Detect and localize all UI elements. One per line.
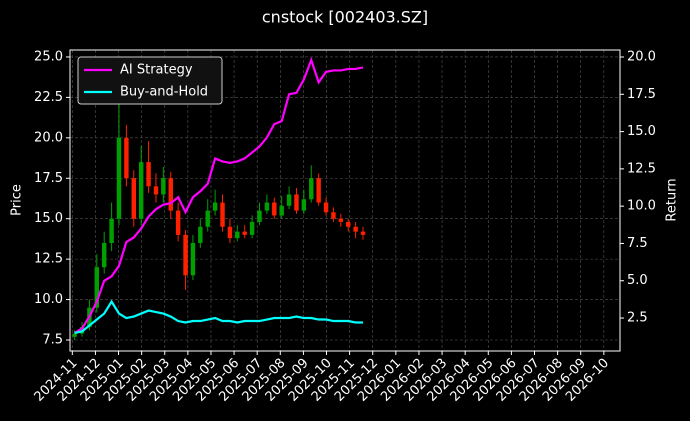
- y2-tick-label: 2.5: [627, 311, 648, 326]
- candle-body: [220, 202, 225, 227]
- y2-tick-label: 10.0: [627, 199, 656, 214]
- candle-body: [264, 202, 270, 211]
- candle-body: [168, 178, 173, 211]
- candle-body: [242, 231, 247, 235]
- y-tick-label: 12.5: [34, 252, 63, 267]
- y2-tick-label: 7.5: [627, 236, 648, 251]
- candle-body: [153, 186, 159, 195]
- legend-label: Buy-and-Hold: [120, 85, 208, 100]
- candle-body: [272, 202, 277, 216]
- candle-body: [146, 162, 151, 187]
- y-axis-label: Price: [10, 184, 25, 216]
- candle-body: [198, 226, 203, 243]
- chart-title: cnstock [002403.SZ]: [262, 8, 428, 27]
- candle-body: [331, 212, 336, 219]
- candle-body: [227, 226, 233, 239]
- candle-body: [161, 178, 166, 195]
- y-tick-label: 17.5: [34, 171, 63, 186]
- candle-body: [205, 210, 210, 227]
- candle-body: [235, 231, 240, 239]
- candle-body: [131, 178, 136, 219]
- candle-body: [109, 218, 114, 243]
- candle-body: [294, 194, 299, 211]
- series-line: [74, 299, 364, 335]
- y-tick-label: 25.0: [34, 49, 63, 64]
- candle-body: [175, 210, 181, 235]
- candle-body: [346, 221, 351, 227]
- y-tick-label: 10.0: [34, 292, 63, 307]
- plot-frame: [69, 49, 621, 352]
- y-tick-label: 22.5: [34, 90, 63, 105]
- candle-body: [101, 242, 107, 268]
- candle-body: [286, 194, 292, 206]
- candle-body: [183, 234, 188, 276]
- candle-body: [124, 137, 129, 179]
- legend-label: AI Strategy: [120, 63, 193, 78]
- candle-body: [138, 162, 144, 219]
- series-line: [74, 56, 364, 334]
- legend-box: [77, 56, 223, 105]
- candle-body: [323, 202, 329, 213]
- y2-axis-label: Return: [665, 178, 680, 221]
- candle-body: [301, 199, 307, 211]
- candle-body: [249, 221, 255, 235]
- y2-tick-label: 15.0: [627, 124, 656, 139]
- candle-body: [316, 178, 321, 203]
- y2-tick-label: 17.5: [627, 87, 656, 102]
- candle-body: [257, 210, 262, 222]
- candle-body: [72, 333, 77, 337]
- y-tick-label: 7.5: [42, 333, 63, 348]
- candle-body: [338, 218, 344, 222]
- y2-tick-label: 5.0: [627, 273, 648, 288]
- candle-body: [279, 205, 284, 216]
- candle-body: [309, 178, 314, 200]
- candle-body: [94, 267, 100, 308]
- candle-body: [360, 231, 366, 235]
- candle-body: [353, 226, 358, 232]
- candle-body: [116, 137, 122, 219]
- y-tick-label: 15.0: [34, 211, 63, 226]
- candle-body: [212, 202, 218, 211]
- y2-tick-label: 20.0: [627, 50, 656, 65]
- y-tick-label: 20.0: [34, 130, 63, 145]
- candle-body: [190, 242, 196, 276]
- y2-tick-label: 12.5: [627, 161, 656, 176]
